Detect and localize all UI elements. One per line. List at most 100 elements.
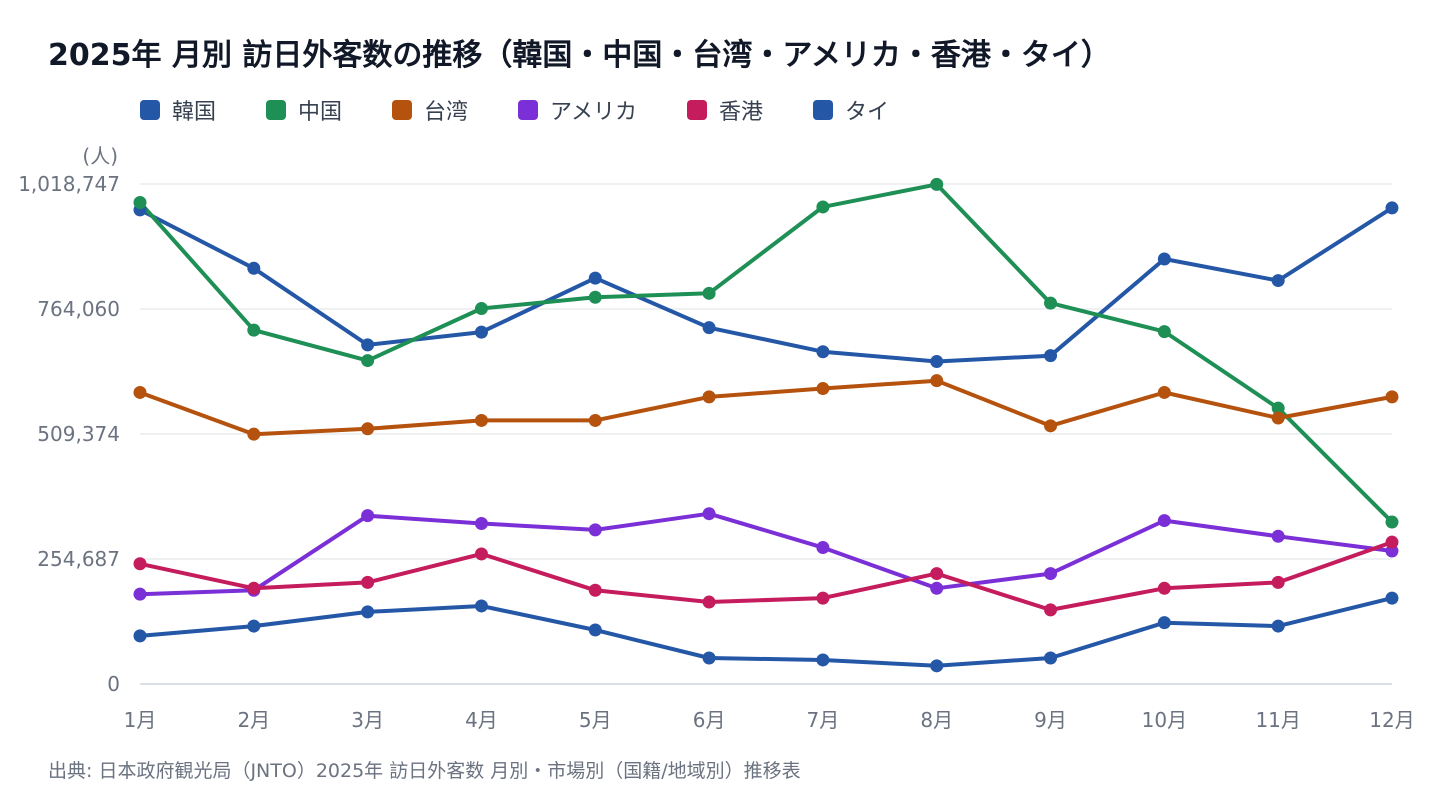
x-tick-label: 6月 [693, 708, 726, 732]
data-point [361, 354, 375, 368]
data-point [816, 653, 830, 667]
data-point [474, 517, 488, 531]
data-point [474, 599, 488, 613]
y-tick-label: 254,687 [37, 547, 120, 571]
legend-swatch [392, 100, 413, 120]
data-point [1157, 514, 1171, 528]
y-tick-label: 0 [107, 672, 120, 696]
data-point [816, 591, 830, 605]
legend-swatch [518, 100, 539, 120]
data-point [1157, 325, 1171, 339]
legend-label: 香港 [718, 100, 763, 125]
y-tick-label: 1,018,747 [18, 172, 120, 196]
data-point [930, 177, 944, 191]
data-point [1385, 535, 1399, 549]
data-point [1044, 603, 1058, 617]
data-point [1385, 515, 1399, 529]
legend-swatch [686, 100, 707, 120]
data-point [474, 325, 488, 339]
data-point [247, 261, 261, 275]
data-point [133, 385, 147, 399]
data-point [1271, 529, 1285, 543]
data-point [1271, 575, 1285, 589]
data-point [816, 541, 830, 555]
data-point [702, 507, 716, 521]
x-tick-label: 5月 [579, 708, 612, 732]
data-point [930, 581, 944, 595]
data-point [930, 567, 944, 581]
data-point [1271, 411, 1285, 425]
data-point [361, 575, 375, 589]
y-tick-label: 509,374 [37, 422, 120, 446]
data-point [133, 629, 147, 643]
legend-item-3: アメリカ [518, 94, 637, 126]
data-point [474, 413, 488, 427]
data-point [702, 286, 716, 300]
legend-item-0: 韓国 [140, 94, 216, 126]
legend-label: 台湾 [424, 100, 469, 125]
data-point [816, 200, 830, 214]
y-axis-label: (人) [82, 144, 118, 168]
x-tick-label: 10月 [1142, 708, 1187, 732]
y-tick-label: 764,060 [37, 297, 120, 321]
data-point [1044, 419, 1058, 433]
x-tick-label: 8月 [920, 708, 953, 732]
data-point [1271, 274, 1285, 288]
data-point [1157, 581, 1171, 595]
legend-swatch [266, 100, 287, 120]
data-point [474, 302, 488, 316]
data-point [133, 557, 147, 571]
data-point [930, 659, 944, 673]
series-points [133, 177, 1399, 673]
series-line-5 [138, 596, 1394, 668]
legend-label: 韓国 [172, 100, 217, 125]
data-point [361, 605, 375, 619]
data-point [816, 382, 830, 396]
data-point [361, 509, 375, 523]
data-point [247, 581, 261, 595]
data-point [588, 290, 602, 304]
legend-item-2: 台湾 [392, 94, 468, 126]
series-line-2 [138, 378, 1394, 437]
y-axis: 0 254,687 509,374 764,060 1,018,747 (人) [18, 144, 120, 696]
legend-swatch [812, 100, 833, 120]
legend-swatch [140, 100, 160, 120]
data-point [247, 323, 261, 337]
chart-title: 2025年 月別 訪日外客数の推移（韓国・中国・台湾・アメリカ・香港・タイ） [48, 38, 1111, 73]
x-tick-label: 7月 [807, 708, 840, 732]
data-point [1044, 349, 1058, 363]
data-point [1271, 619, 1285, 633]
series-line-0 [138, 205, 1394, 364]
data-point [702, 651, 716, 665]
data-point [588, 623, 602, 637]
data-point [133, 587, 147, 601]
data-point [702, 595, 716, 609]
legend-item-5: タイ [812, 94, 889, 126]
data-point [1157, 385, 1171, 399]
data-point [1157, 616, 1171, 630]
data-point [702, 390, 716, 404]
x-tick-label: 3月 [351, 708, 384, 732]
legend: 韓国 中国 台湾 アメリカ 香港 タイ [140, 94, 939, 126]
series-line-1 [138, 182, 1394, 524]
x-tick-label: 9月 [1034, 708, 1067, 732]
data-point [588, 271, 602, 285]
x-axis: 1月 2月 3月 4月 5月 6月 7月 8月 9月 10月 11月 12月 [124, 708, 1415, 732]
data-point [588, 413, 602, 427]
data-point [1385, 591, 1399, 605]
x-tick-label: 2月 [237, 708, 270, 732]
legend-label: 中国 [298, 100, 343, 125]
data-point [1044, 296, 1058, 310]
legend-label: アメリカ [550, 100, 637, 125]
data-point [1157, 252, 1171, 266]
x-tick-label: 12月 [1369, 708, 1414, 732]
data-point [247, 427, 261, 441]
data-point [588, 583, 602, 597]
legend-item-4: 香港 [686, 94, 763, 126]
data-point [133, 196, 147, 210]
series-line-4 [138, 540, 1394, 612]
data-point [1385, 201, 1399, 215]
source-note: 出典: 日本政府観光局（JNTO）2025年 訪日外客数 月別・市場別（国籍/地… [48, 760, 801, 782]
grid-lines [140, 183, 1392, 685]
